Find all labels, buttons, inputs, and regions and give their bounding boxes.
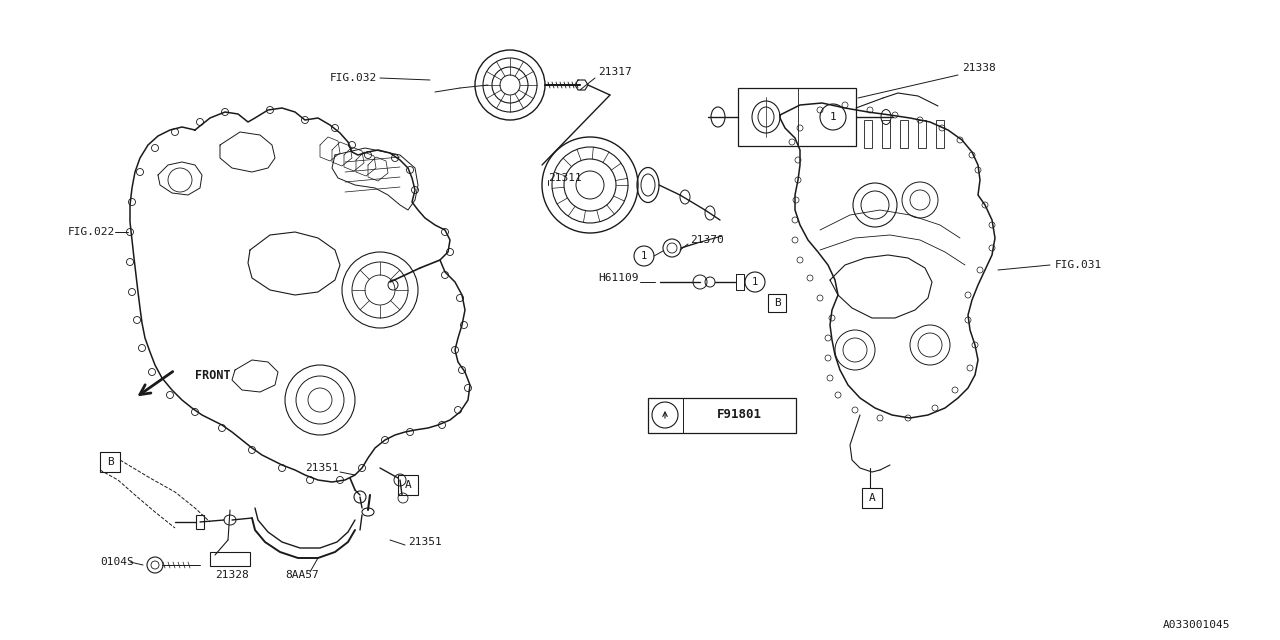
Text: 21328: 21328 (215, 570, 248, 580)
Text: 21311: 21311 (548, 173, 581, 183)
Text: H61109: H61109 (598, 273, 639, 283)
Bar (739, 88, 856, 146)
Bar (864, 120, 872, 148)
Bar (861, 488, 882, 508)
Bar (100, 452, 120, 472)
Text: 1: 1 (829, 112, 836, 122)
Bar (398, 475, 419, 495)
Text: 21338: 21338 (963, 63, 996, 73)
Bar (882, 120, 890, 148)
Text: A033001045: A033001045 (1162, 620, 1230, 630)
Text: A: A (404, 480, 411, 490)
Bar (196, 515, 204, 529)
Text: 21317: 21317 (598, 67, 632, 77)
Bar (900, 120, 908, 148)
Text: 21351: 21351 (305, 463, 339, 473)
Text: 21370: 21370 (690, 235, 723, 245)
Text: B: B (773, 298, 781, 308)
Bar (210, 552, 250, 566)
Text: 8AA57: 8AA57 (285, 570, 319, 580)
Text: 1: 1 (641, 251, 648, 261)
Text: 1: 1 (751, 277, 758, 287)
Text: 0104S: 0104S (100, 557, 133, 567)
Text: FIG.031: FIG.031 (1055, 260, 1102, 270)
Text: FIG.022: FIG.022 (68, 227, 115, 237)
Text: FRONT: FRONT (195, 369, 230, 381)
Text: FIG.032: FIG.032 (330, 73, 378, 83)
Bar (768, 294, 786, 312)
Text: 21351: 21351 (408, 537, 442, 547)
Bar (648, 398, 796, 433)
Bar (918, 120, 925, 148)
Text: A: A (869, 493, 876, 503)
Text: F91801: F91801 (717, 408, 762, 422)
Text: B: B (106, 457, 114, 467)
Bar (936, 120, 945, 148)
